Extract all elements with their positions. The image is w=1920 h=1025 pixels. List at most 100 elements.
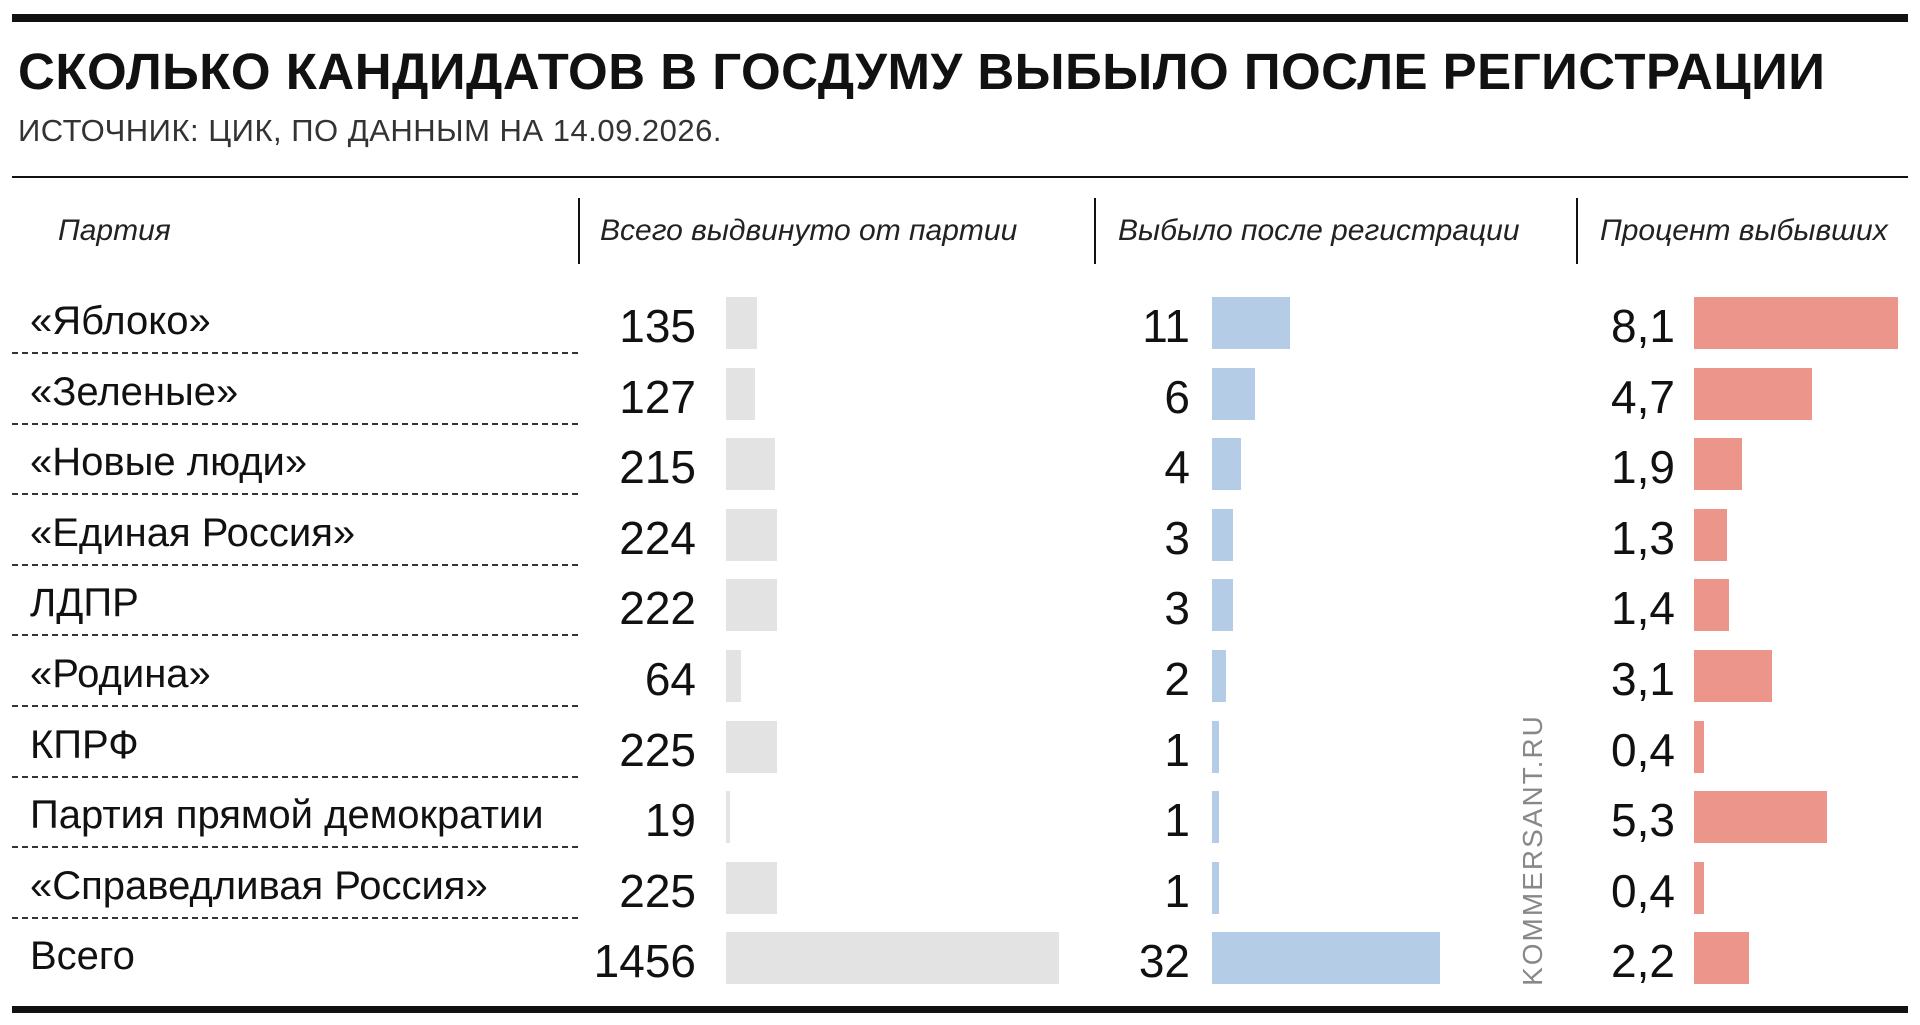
- percent-value: 5,3: [1611, 794, 1675, 847]
- nominated-bar: [726, 297, 757, 349]
- table-row: «Зеленые» 127 6 4,7: [0, 358, 1920, 428]
- nominated-value: 64: [644, 653, 696, 705]
- header-rule: [12, 176, 1908, 178]
- party-name: «Родина»: [30, 652, 211, 696]
- dropped-bar: [1212, 861, 1220, 914]
- dropped-bar: [1212, 791, 1220, 844]
- column-header-dropped: Выбыло после регистрации: [1118, 214, 1520, 247]
- nominated-bar: [726, 508, 778, 561]
- percent-bar: [1694, 791, 1828, 844]
- dropped-value: 2: [1164, 653, 1190, 705]
- percent-value: 1,3: [1611, 511, 1675, 564]
- nominated-value: 1456: [593, 935, 696, 988]
- column-separator: [1094, 198, 1096, 264]
- percent-bar: [1694, 508, 1727, 561]
- party-name: «Новые люди»: [30, 440, 308, 485]
- party-name: Всего: [30, 934, 135, 979]
- row-divider: [12, 352, 578, 354]
- nominated-bar: [726, 791, 731, 844]
- nominated-bar: [726, 579, 777, 632]
- watermark: KOMMERSANT.RU: [1517, 714, 1548, 986]
- column-separator: [578, 198, 580, 264]
- percent-bar: [1694, 297, 1898, 349]
- party-name: КПРФ: [30, 722, 139, 767]
- nominated-bar: [726, 650, 741, 702]
- percent-value: 1,4: [1611, 582, 1675, 635]
- nominated-bar: [726, 861, 778, 914]
- percent-bar: [1694, 579, 1730, 632]
- table-row: «Справедливая Россия» 225 1 0,4: [0, 852, 1920, 922]
- nominated-value: 222: [619, 582, 696, 635]
- percent-value: 4,7: [1611, 370, 1675, 423]
- party-name: Партия прямой демократии: [30, 793, 544, 838]
- dropped-bar: [1212, 650, 1227, 702]
- dropped-bar: [1212, 297, 1291, 349]
- nominated-bar: [726, 932, 1059, 985]
- top-rule: [12, 14, 1908, 22]
- dropped-bar: [1212, 438, 1241, 491]
- row-divider: [12, 846, 578, 849]
- table-row: Всего 1456 32 2,2: [0, 922, 1920, 992]
- column-separator: [1576, 198, 1578, 264]
- nominated-value: 215: [619, 441, 696, 494]
- percent-value: 3,1: [1611, 653, 1675, 705]
- nominated-value: 225: [619, 864, 696, 917]
- percent-value: 0,4: [1611, 864, 1675, 917]
- table-row: ЛДПР 222 3 1,4: [0, 569, 1920, 639]
- percent-bar: [1694, 720, 1705, 773]
- column-header-nominated: Всего выдвинуто от партии: [600, 214, 1018, 247]
- percent-value: 2,2: [1611, 935, 1675, 988]
- dropped-bar: [1212, 720, 1220, 773]
- table-row: «Родина» 64 2 3,1: [0, 640, 1920, 710]
- dropped-value: 1: [1164, 864, 1190, 917]
- table-row: КПРФ 225 1 0,4: [0, 711, 1920, 781]
- dropped-bar: [1212, 579, 1234, 632]
- nominated-bar: [726, 367, 756, 420]
- party-name: ЛДПР: [30, 581, 139, 626]
- dropped-value: 11: [1142, 300, 1190, 352]
- party-name: «Единая Россия»: [30, 510, 356, 555]
- dropped-bar: [1212, 932, 1440, 985]
- percent-value: 8,1: [1611, 300, 1675, 352]
- dropped-value: 1: [1164, 723, 1190, 776]
- percent-bar: [1694, 650, 1773, 702]
- nominated-bar: [726, 720, 778, 773]
- row-divider: [12, 422, 578, 425]
- dropped-value: 32: [1138, 935, 1190, 988]
- row-divider: [12, 634, 578, 637]
- column-header-party: Партия: [58, 214, 171, 247]
- chart-subtitle: ИСТОЧНИК: ЦИК, ПО ДАННЫМ НА 14.09.2026.: [18, 113, 722, 148]
- bottom-rule: [12, 1006, 1908, 1013]
- row-divider: [12, 775, 578, 778]
- dropped-bar: [1212, 367, 1255, 420]
- percent-bar: [1694, 932, 1750, 985]
- party-name: «Зеленые»: [30, 369, 239, 414]
- nominated-value: 127: [619, 370, 696, 423]
- nominated-bar: [726, 438, 776, 491]
- party-name: «Яблоко»: [30, 299, 211, 343]
- table-row: «Яблоко» 135 11 8,1: [0, 287, 1920, 357]
- chart-title: СКОЛЬКО КАНДИДАТОВ В ГОСДУМУ ВЫБЫЛО ПОСЛ…: [18, 43, 1826, 100]
- percent-value: 1,9: [1611, 441, 1675, 494]
- dropped-value: 6: [1164, 370, 1190, 423]
- percent-value: 0,4: [1611, 723, 1675, 776]
- nominated-value: 135: [619, 300, 696, 352]
- row-divider: [12, 493, 578, 496]
- row-divider: [12, 705, 578, 707]
- table-row: «Единая Россия» 224 3 1,3: [0, 499, 1920, 569]
- dropped-bar: [1212, 508, 1234, 561]
- nominated-value: 224: [619, 511, 696, 564]
- table-row: «Новые люди» 215 4 1,9: [0, 428, 1920, 498]
- column-header-percent: Процент выбывших: [1600, 214, 1888, 247]
- party-name: «Справедливая Россия»: [30, 863, 488, 908]
- dropped-value: 3: [1164, 582, 1190, 635]
- dropped-value: 1: [1164, 794, 1190, 847]
- dropped-value: 3: [1164, 511, 1190, 564]
- dropped-value: 4: [1164, 441, 1190, 494]
- percent-bar: [1694, 438, 1742, 491]
- nominated-value: 225: [619, 723, 696, 776]
- row-divider: [12, 916, 578, 919]
- percent-bar: [1694, 367, 1813, 420]
- percent-bar: [1694, 861, 1705, 914]
- row-divider: [12, 563, 578, 566]
